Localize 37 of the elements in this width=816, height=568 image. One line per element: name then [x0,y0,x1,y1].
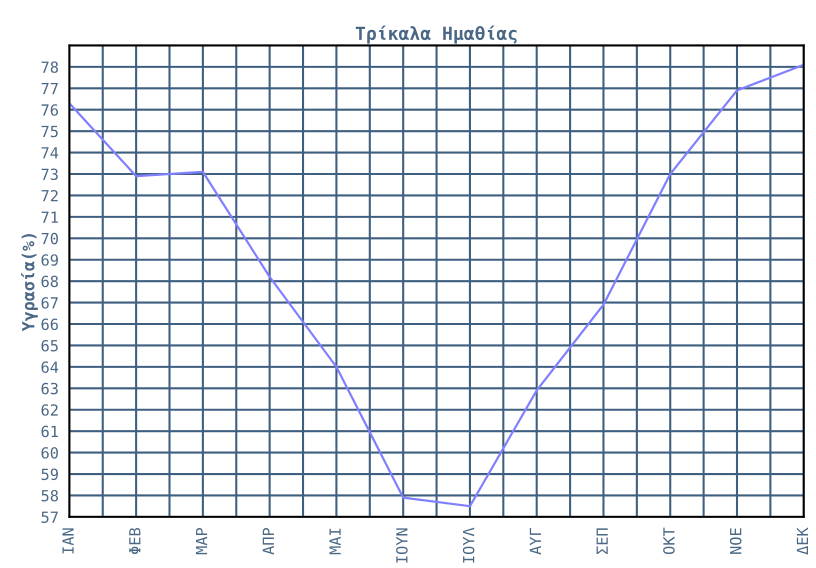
y-tick-label: 76 [42,104,58,116]
y-tick-label: 62 [42,404,58,416]
y-tick-label: 72 [42,190,58,202]
x-tick-label: ΑΠΡ [262,528,274,555]
x-tick-label: ΜΑΡ [196,528,208,554]
y-axis-title: Υγρασία(%) [20,234,38,332]
y-tick-label: 78 [42,61,58,73]
y-tick-label: 71 [42,212,58,223]
y-tick-label: 59 [42,468,58,480]
x-tick-label: ΝΟΕ [730,528,742,554]
y-tick-label: 65 [42,340,58,352]
x-tick-label: ΜΑΙ [330,528,341,554]
y-tick-label: 69 [42,254,58,266]
x-tick-label: ΑΥΓ [530,528,541,555]
x-tick-label: ΙΟΥΝ [396,528,408,563]
line-series [69,64,804,508]
x-tick-label: ΙΟΥΛ [462,528,474,563]
y-tick-label: 61 [42,426,58,438]
y-tick-label: 60 [42,447,58,459]
y-tick-label: 58 [42,490,58,502]
y-tick-label: 64 [42,361,58,373]
y-tick-label: 68 [42,276,58,288]
y-tick-label: 75 [42,126,58,138]
y-tick-label: 73 [42,168,58,180]
x-tick-label: ΦΕΒ [129,528,140,554]
x-tick-label: ΟΚΤ [663,528,675,554]
y-tick-label: 57 [42,512,58,523]
y-tick-label: 74 [42,147,58,158]
y-tick-label: 77 [42,83,58,94]
x-tick-label: ΙΑΝ [62,528,74,554]
y-tick-label: 70 [42,232,58,244]
x-tick-label: ΔΕΚ [796,527,808,555]
chart-title: Τρίκαλα Ημαθίας [356,25,517,44]
y-tick-label: 66 [42,318,58,330]
y-tick-label: 63 [42,382,58,394]
y-tick-label: 67 [42,297,58,309]
x-tick-label: ΣΕΠ [596,528,608,554]
